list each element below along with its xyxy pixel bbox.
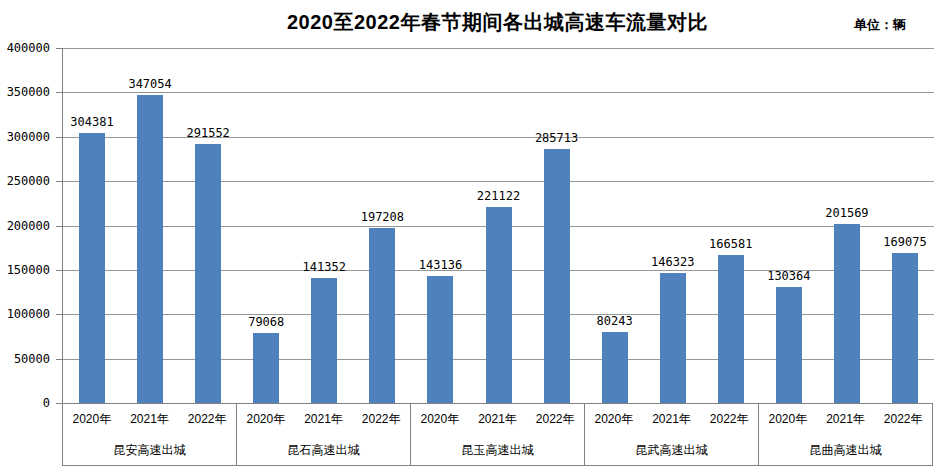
bar-chart: 2020至2022年春节期间各出城高速车流量对比 单位：辆 0 50000 1000… [0, 0, 936, 473]
year-label: 2020年 [237, 411, 295, 428]
group-label: 昆玉高速出城 [411, 435, 584, 465]
bar-value-label: 143136 [419, 258, 462, 272]
bar: 146323 [660, 273, 686, 403]
year-label: 2022年 [178, 411, 236, 428]
y-tick-label: 100000 [0, 307, 50, 321]
y-axis: 0500001000001500002000002500003000003500… [0, 48, 62, 403]
bar: 169075 [892, 253, 918, 403]
y-tick-label: 400000 [0, 41, 50, 55]
bar: 304381 [79, 133, 105, 403]
bar: 285713 [544, 149, 570, 403]
bar-value-label: 285713 [535, 131, 578, 145]
year-label: 2022年 [700, 411, 758, 428]
year-label: 2021年 [469, 411, 527, 428]
bar-slot: 169075 [876, 48, 934, 403]
year-label: 2021年 [817, 411, 875, 428]
bar-value-label: 221122 [477, 189, 520, 203]
group-label: 昆石高速出城 [237, 435, 410, 465]
year-label: 2021年 [643, 411, 701, 428]
bar-value-label: 197208 [361, 210, 404, 224]
year-labels-row: 2020年2021年2022年 [759, 404, 932, 435]
y-tick-label: 150000 [0, 263, 50, 277]
bar-slot: 80243 [586, 48, 644, 403]
category-group: 2020年2021年2022年昆玉高速出城 [410, 404, 584, 465]
year-label: 2021年 [121, 411, 179, 428]
bar-slot: 166581 [702, 48, 760, 403]
bar-value-label: 79068 [248, 315, 284, 329]
y-tick-label: 350000 [0, 85, 50, 99]
bar-slot: 347054 [121, 48, 179, 403]
chart-title: 2020至2022年春节期间各出城高速车流量对比 [62, 9, 933, 36]
bar-slot: 197208 [353, 48, 411, 403]
bar-value-label: 166581 [709, 237, 752, 251]
bar-value-label: 201569 [825, 206, 868, 220]
year-labels-row: 2020年2021年2022年 [411, 404, 584, 435]
bar: 291552 [195, 144, 221, 403]
year-label: 2020年 [63, 411, 121, 428]
bar: 80243 [602, 332, 628, 403]
year-labels-row: 2020年2021年2022年 [63, 404, 236, 435]
bar-group: 130364 201569 169075 [760, 48, 934, 403]
year-label: 2020年 [585, 411, 643, 428]
bar: 141352 [311, 278, 337, 403]
category-group: 2020年2021年2022年昆安高速出城 [63, 404, 236, 465]
bar: 201569 [834, 224, 860, 403]
bar: 347054 [137, 95, 163, 403]
bar-value-label: 347054 [128, 77, 171, 91]
bar-value-label: 80243 [597, 314, 633, 328]
category-group: 2020年2021年2022年昆曲高速出城 [758, 404, 932, 465]
bar-slot: 141352 [295, 48, 353, 403]
year-labels-row: 2020年2021年2022年 [237, 404, 410, 435]
year-label: 2022年 [352, 411, 410, 428]
plot-area: 304381 347054 291552 79068 141352 197208 14313… [62, 48, 934, 403]
bar-slot: 304381 [63, 48, 121, 403]
bar: 197208 [369, 228, 395, 403]
unit-label: 单位：辆 [854, 16, 906, 34]
bar-value-label: 304381 [70, 115, 113, 129]
bar-value-label: 130364 [767, 269, 810, 283]
bar-slot: 285713 [528, 48, 586, 403]
bar-value-label: 146323 [651, 255, 694, 269]
year-label: 2020年 [759, 411, 817, 428]
bar-value-label: 141352 [303, 260, 346, 274]
bar: 79068 [253, 333, 279, 403]
bar-slot: 291552 [179, 48, 237, 403]
bar-group: 79068 141352 197208 [237, 48, 411, 403]
category-axis: 2020年2021年2022年昆安高速出城2020年2021年2022年昆石高速… [62, 403, 933, 466]
category-group: 2020年2021年2022年昆石高速出城 [236, 404, 410, 465]
bar-slot: 79068 [237, 48, 295, 403]
bar-slot: 130364 [760, 48, 818, 403]
bar-value-label: 291552 [186, 126, 229, 140]
year-label: 2022年 [526, 411, 584, 428]
bar-group: 143136 221122 285713 [411, 48, 585, 403]
bar: 130364 [776, 287, 802, 403]
bar: 143136 [427, 276, 453, 403]
bar-slot: 143136 [411, 48, 469, 403]
category-group: 2020年2021年2022年昆武高速出城 [584, 404, 758, 465]
y-tick-label: 250000 [0, 174, 50, 188]
year-label: 2020年 [411, 411, 469, 428]
bar-group: 80243 146323 166581 [586, 48, 760, 403]
y-tick-label: 300000 [0, 130, 50, 144]
bar-slot: 201569 [818, 48, 876, 403]
bars-layer: 304381 347054 291552 79068 141352 197208 14313… [63, 48, 934, 403]
group-label: 昆武高速出城 [585, 435, 758, 465]
y-tick-label: 200000 [0, 219, 50, 233]
year-labels-row: 2020年2021年2022年 [585, 404, 758, 435]
y-tick-label: 0 [0, 396, 50, 410]
y-tick-label: 50000 [0, 352, 50, 366]
year-label: 2022年 [874, 411, 932, 428]
bar-slot: 146323 [644, 48, 702, 403]
bar: 166581 [718, 255, 744, 403]
group-label: 昆曲高速出城 [759, 435, 932, 465]
bar-slot: 221122 [469, 48, 527, 403]
bar: 221122 [486, 207, 512, 403]
bar-group: 304381 347054 291552 [63, 48, 237, 403]
year-label: 2021年 [295, 411, 353, 428]
group-label: 昆安高速出城 [63, 435, 236, 465]
bar-value-label: 169075 [883, 235, 926, 249]
